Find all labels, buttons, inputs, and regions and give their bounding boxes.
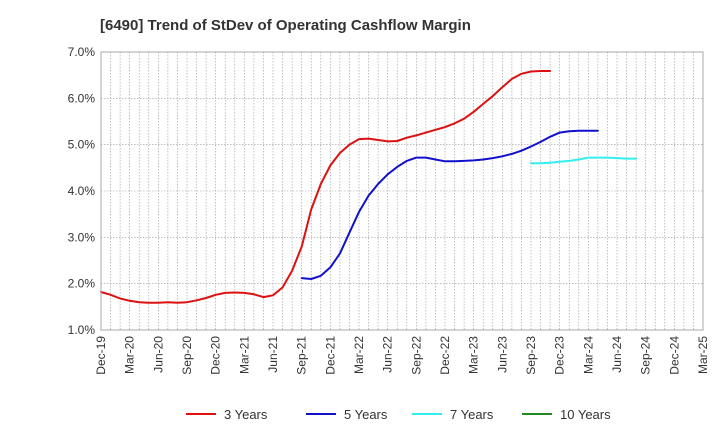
series-line-3-years <box>100 70 552 304</box>
x-tick-label: Jun-20 <box>151 336 165 373</box>
x-tick-label: Jun-23 <box>495 336 509 373</box>
x-tick-label: Dec-21 <box>323 336 337 375</box>
x-tick-label: Sep-23 <box>524 336 538 375</box>
y-tick-label: 7.0% <box>68 45 96 59</box>
chart-title: [6490] Trend of StDev of Operating Cashf… <box>100 17 471 34</box>
x-axis-labels: Dec-19 Mar-20 Jun-20 Sep-20 Dec-20 Mar-21 Jun-… <box>94 336 710 375</box>
x-tick-label: Mar-25 <box>696 336 710 374</box>
legend-label: 5 Years <box>344 407 388 422</box>
x-tick-label: Mar-21 <box>237 336 251 374</box>
x-tick-label: Dec-24 <box>667 336 681 375</box>
series-line-5-years <box>300 129 599 280</box>
x-tick-label: Dec-19 <box>94 336 108 375</box>
y-axis-labels: 1.0% 2.0% 3.0% 4.0% 5.0% 6.0% 7.0% <box>68 45 96 337</box>
legend-label: 3 Years <box>224 407 268 422</box>
x-tick-label: Dec-20 <box>209 336 223 375</box>
y-tick-label: 5.0% <box>68 138 96 152</box>
x-tick-label: Dec-22 <box>438 336 452 375</box>
x-tick-label: Mar-20 <box>123 336 137 374</box>
series-lines <box>100 70 638 304</box>
x-tick-label: Jun-21 <box>266 336 280 373</box>
y-tick-label: 2.0% <box>68 277 96 291</box>
legend: 3 Years 5 Years 7 Years 10 Years <box>186 407 611 422</box>
x-tick-label: Sep-21 <box>295 336 309 375</box>
x-tick-label: Dec-23 <box>553 336 567 375</box>
x-tick-label: Sep-24 <box>639 336 653 375</box>
y-tick-label: 3.0% <box>68 230 96 244</box>
legend-label: 7 Years <box>450 407 494 422</box>
x-tick-label: Jun-22 <box>381 336 395 373</box>
series-line-7-years <box>530 156 638 165</box>
x-tick-label: Sep-20 <box>180 336 194 375</box>
y-tick-label: 4.0% <box>68 184 96 198</box>
x-tick-label: Mar-23 <box>467 336 481 374</box>
legend-label: 10 Years <box>560 407 611 422</box>
x-tick-label: Mar-22 <box>352 336 366 374</box>
y-tick-label: 1.0% <box>68 323 96 337</box>
x-tick-label: Jun-24 <box>610 336 624 373</box>
y-tick-label: 6.0% <box>68 91 96 105</box>
grid <box>100 51 704 331</box>
plot-frame <box>100 51 704 331</box>
x-tick-label: Sep-22 <box>409 336 423 375</box>
x-tick-label: Mar-24 <box>581 336 595 374</box>
